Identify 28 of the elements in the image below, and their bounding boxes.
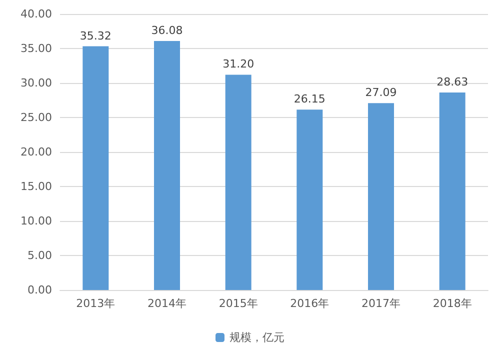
- y-tick-label: 35.00: [20, 42, 52, 55]
- bar: [225, 74, 252, 290]
- bar: [296, 110, 323, 290]
- bar: [82, 46, 109, 290]
- data-label: 36.08: [151, 24, 183, 38]
- data-label: 27.09: [365, 86, 397, 100]
- x-tick-label: 2014年: [148, 297, 186, 310]
- y-tick-label: 20.00: [20, 146, 52, 158]
- data-label: 35.32: [80, 29, 112, 42]
- data-label: 26.15: [294, 92, 326, 106]
- y-tick-label: 30.00: [20, 76, 52, 90]
- bar: [368, 103, 394, 290]
- y-tick-label: 10.00: [20, 214, 52, 228]
- y-tick-label: 40.00: [20, 8, 52, 20]
- data-label: 28.63: [436, 75, 468, 88]
- x-tick-label: 2013年: [76, 297, 116, 310]
- bar: [154, 41, 180, 290]
- x-tick-label: 2016年: [290, 297, 330, 310]
- y-tick-label: 0.00: [28, 284, 52, 296]
- y-tick-label: 5.00: [28, 249, 52, 262]
- x-tick-label: 2015年: [218, 297, 258, 310]
- legend-label: 规模，亿元: [230, 331, 284, 344]
- y-tick-label: 15.00: [20, 180, 52, 193]
- x-tick-label: 2017年: [362, 297, 400, 310]
- bar: [439, 92, 466, 290]
- x-tick-label: 2018年: [432, 297, 472, 310]
- y-tick-label: 25.00: [20, 111, 52, 124]
- data-label: 31.20: [222, 58, 254, 71]
